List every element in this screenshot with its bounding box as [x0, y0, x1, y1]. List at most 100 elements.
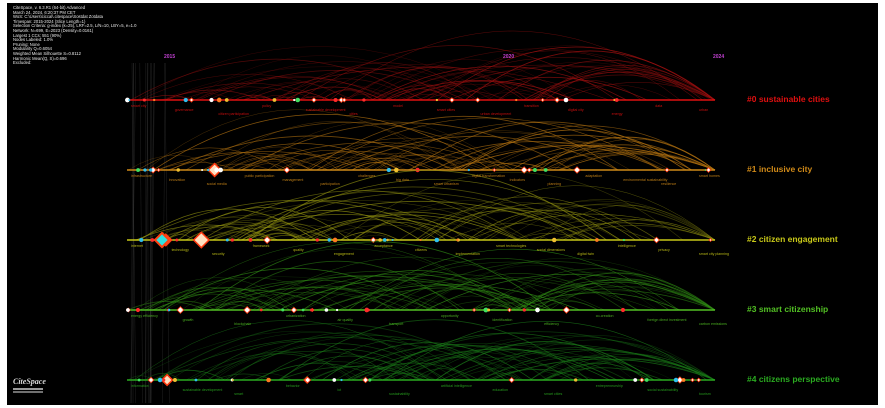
keyword-node[interactable] [128, 98, 131, 102]
keyword-node[interactable] [175, 238, 179, 242]
keyword-node[interactable] [327, 238, 332, 242]
keyword-node[interactable] [266, 377, 271, 383]
keyword-node[interactable] [201, 168, 204, 172]
keyword-node[interactable] [176, 306, 185, 314]
keyword-node[interactable] [231, 378, 234, 382]
keyword-node[interactable] [183, 97, 188, 103]
keyword-node[interactable] [338, 96, 345, 104]
keyword-node[interactable] [324, 308, 329, 312]
keyword-node[interactable] [295, 97, 301, 103]
keyword-node[interactable] [622, 238, 626, 242]
keyword-node[interactable] [333, 97, 338, 103]
keyword-node[interactable] [475, 97, 481, 103]
keyword-node[interactable] [664, 167, 670, 173]
keyword-node[interactable] [149, 168, 153, 172]
keyword-node[interactable] [378, 238, 382, 242]
keyword-node[interactable] [218, 167, 223, 173]
keyword-node[interactable] [139, 237, 144, 243]
keyword-node[interactable] [150, 238, 155, 242]
keyword-node[interactable] [535, 307, 540, 313]
keyword-node[interactable] [520, 166, 528, 174]
keyword-node[interactable] [137, 378, 141, 382]
keyword-node[interactable] [340, 378, 343, 382]
cluster-label-4[interactable]: #4 citizens perspective [747, 374, 840, 384]
keyword-node[interactable] [370, 236, 377, 244]
keyword-node[interactable] [595, 238, 599, 242]
keyword-node[interactable] [472, 307, 477, 313]
keyword-node[interactable] [125, 97, 130, 103]
keyword-node[interactable] [563, 97, 569, 103]
keyword-node[interactable] [456, 238, 459, 242]
timeline-graph[interactable] [7, 3, 878, 405]
keyword-node[interactable] [394, 167, 399, 173]
keyword-node[interactable] [315, 238, 319, 242]
keyword-node[interactable] [188, 97, 195, 103]
keyword-node[interactable] [386, 238, 389, 242]
keyword-node[interactable] [705, 167, 712, 173]
keyword-node[interactable] [483, 307, 489, 313]
keyword-node[interactable] [434, 237, 440, 243]
cluster-label-1[interactable]: #1 inclusive city [747, 164, 813, 174]
keyword-node[interactable] [290, 306, 298, 314]
keyword-node[interactable] [216, 97, 222, 103]
keyword-node[interactable] [633, 378, 638, 382]
keyword-node[interactable] [272, 98, 277, 102]
keyword-node[interactable] [532, 168, 537, 172]
keyword-node[interactable] [143, 168, 147, 172]
keyword-node[interactable] [467, 168, 470, 172]
keyword-node[interactable] [681, 378, 686, 382]
keyword-node[interactable] [172, 378, 177, 382]
keyword-node[interactable] [230, 238, 234, 242]
keyword-node[interactable] [332, 378, 337, 382]
cluster-label-3[interactable]: #3 smart citizenship [747, 304, 829, 314]
keyword-node[interactable] [194, 378, 198, 382]
keyword-node[interactable] [696, 377, 702, 383]
keyword-node[interactable] [364, 307, 370, 313]
keyword-node[interactable] [708, 237, 713, 243]
keyword-node[interactable] [335, 308, 339, 312]
keyword-node[interactable] [304, 376, 312, 384]
keyword-node[interactable] [341, 97, 347, 103]
keyword-node[interactable] [435, 98, 439, 102]
keyword-node[interactable] [167, 308, 171, 312]
keyword-node[interactable] [156, 167, 161, 173]
keyword-node[interactable] [157, 377, 163, 383]
keyword-node[interactable] [176, 168, 180, 172]
keyword-node[interactable] [135, 307, 141, 313]
keyword-node[interactable] [248, 238, 253, 242]
keyword-node[interactable] [209, 97, 214, 103]
keyword-node[interactable] [574, 378, 578, 382]
keyword-node[interactable] [522, 308, 527, 312]
keyword-node[interactable] [543, 168, 548, 172]
keyword-node[interactable] [214, 167, 219, 173]
keyword-node[interactable] [152, 98, 156, 102]
keyword-node[interactable] [368, 378, 372, 382]
keyword-node[interactable] [653, 236, 660, 244]
keyword-node[interactable] [562, 306, 571, 314]
keyword-node[interactable] [508, 376, 515, 384]
keyword-node[interactable] [639, 377, 645, 383]
keyword-node[interactable] [690, 377, 695, 383]
keyword-node[interactable] [540, 97, 545, 103]
keyword-node[interactable] [136, 168, 141, 172]
cluster-label-0[interactable]: #0 sustainable cities [747, 94, 830, 104]
keyword-node[interactable] [243, 306, 252, 314]
keyword-node[interactable] [391, 238, 394, 242]
keyword-node[interactable] [573, 166, 581, 174]
keyword-node[interactable] [614, 98, 619, 102]
timeline-visualization[interactable]: CiteSpace, v. 6.3.R1 (64-bit) Advanced M… [7, 3, 878, 405]
keyword-node[interactable] [311, 97, 317, 103]
keyword-node[interactable] [142, 98, 146, 102]
keyword-node[interactable] [362, 376, 369, 384]
keyword-node[interactable] [281, 308, 285, 312]
keyword-node[interactable] [449, 97, 455, 103]
keyword-node[interactable] [225, 238, 229, 242]
keyword-node[interactable] [192, 231, 211, 249]
keyword-node[interactable] [492, 167, 497, 173]
keyword-node[interactable] [206, 168, 210, 172]
keyword-node[interactable] [386, 167, 392, 173]
keyword-node[interactable] [259, 308, 263, 312]
keyword-node[interactable] [515, 98, 518, 102]
keyword-node[interactable] [620, 307, 626, 313]
keyword-node[interactable] [160, 373, 174, 387]
